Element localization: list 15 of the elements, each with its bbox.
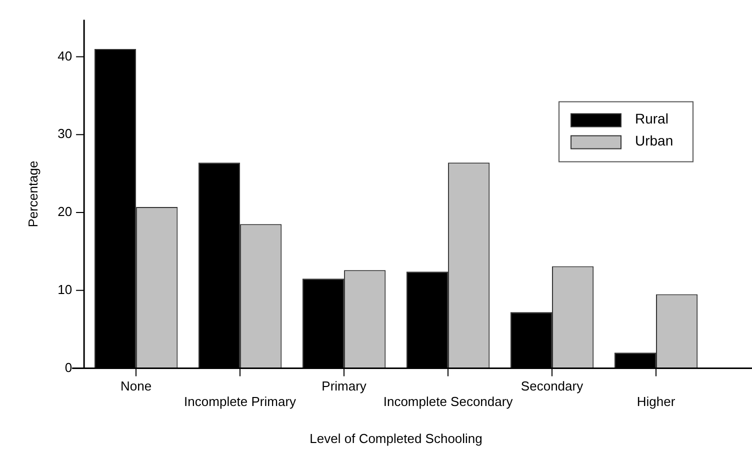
x-tick-label: Primary (322, 378, 367, 394)
x-tick-label: None (120, 378, 152, 394)
x-tick-label: Higher (636, 394, 676, 410)
y-tick-label: 10 (58, 282, 72, 297)
x-axis-title: Level of Completed Schooling (310, 430, 482, 446)
x-tick-label: Incomplete Secondary (383, 394, 514, 410)
y-tick-label: 30 (58, 126, 72, 142)
legend-label: Rural (635, 110, 668, 127)
y-axis-title: Percentage (25, 160, 40, 228)
x-tick-label: Secondary (520, 378, 584, 394)
y-tick-label: 20 (58, 204, 72, 220)
y-tick-label: 0 (64, 360, 72, 375)
x-tick-label: Incomplete Primary (184, 394, 297, 410)
legend-label: Urban (635, 132, 674, 149)
y-tick-label: 40 (58, 48, 72, 64)
